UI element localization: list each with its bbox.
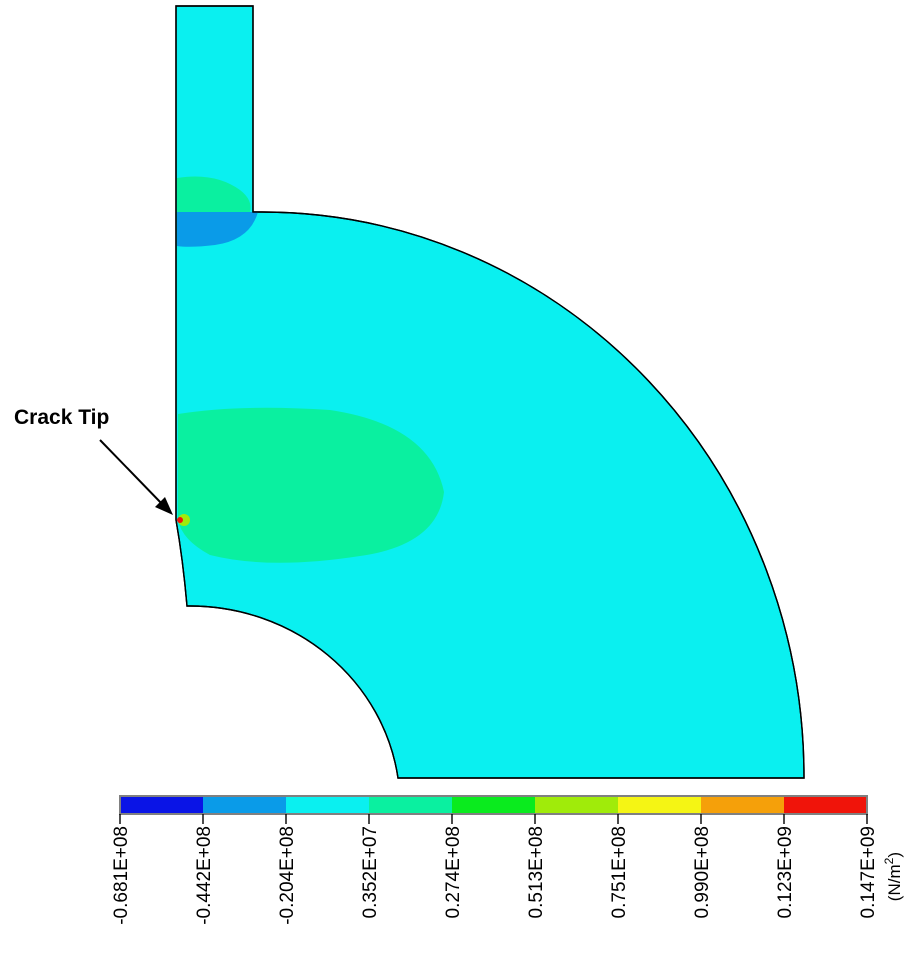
part-outline xyxy=(175,5,805,779)
crack-tip-arrow xyxy=(99,439,165,507)
contour-corner-blue xyxy=(177,212,258,247)
legend-tick-label: -0.442E+08 xyxy=(194,826,215,925)
legend-unit: (N/m2) xyxy=(882,852,904,901)
legend-tick-label: 0.990E+08 xyxy=(692,826,713,918)
legend-band xyxy=(452,796,536,814)
legend-tick-label: 0.352E+07 xyxy=(360,826,381,918)
legend-band xyxy=(784,796,868,814)
legend-band xyxy=(535,796,619,814)
part-body xyxy=(175,5,805,779)
contour-mid-ellipse xyxy=(178,407,444,563)
legend-band xyxy=(618,796,702,814)
legend-tick-label: -0.681E+08 xyxy=(111,826,132,925)
legend-tick-label: -0.204E+08 xyxy=(277,826,298,925)
crack-tip-core xyxy=(177,517,183,523)
crack-tip-arrowhead xyxy=(155,497,173,515)
legend-tick-label: 0.147E+09 xyxy=(858,826,879,918)
crack-tip-label: Crack Tip xyxy=(14,406,109,429)
legend-band xyxy=(203,796,287,814)
contour-upper-green xyxy=(177,176,251,212)
legend-tick-label: 0.274E+08 xyxy=(443,826,464,918)
legend-band xyxy=(120,796,204,814)
crack-tip-spot xyxy=(178,514,190,526)
legend-tick-label: 0.751E+08 xyxy=(609,826,630,918)
color-legend: -0.681E+08 -0.442E+08 -0.204E+08 0.352E+07 0… xyxy=(111,795,904,925)
legend-tick-label: 0.513E+08 xyxy=(526,826,547,918)
legend-band xyxy=(286,796,370,814)
legend-band xyxy=(369,796,453,814)
crack-tip-annotation: Crack Tip xyxy=(14,406,173,515)
legend-tick-label: 0.123E+09 xyxy=(775,826,796,918)
mesh-geometry xyxy=(175,5,805,779)
legend-frame xyxy=(119,795,868,815)
legend-band xyxy=(701,796,785,814)
